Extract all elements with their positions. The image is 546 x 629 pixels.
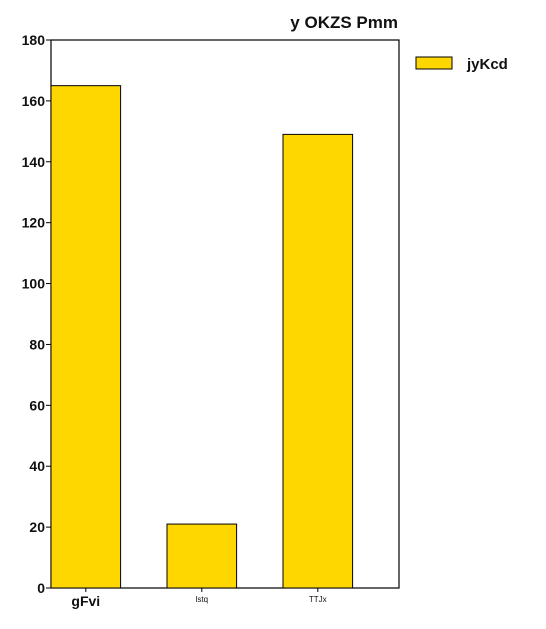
bars-layer bbox=[50, 85, 354, 589]
bar-gFvi bbox=[50, 85, 122, 589]
x-tick-label: lstq bbox=[196, 595, 208, 604]
legend-label: jyKcd bbox=[466, 56, 508, 73]
y-tick-label: 160 bbox=[22, 93, 46, 109]
legend-swatch bbox=[415, 56, 453, 70]
y-tick-label: 60 bbox=[29, 397, 45, 413]
y-tick-label: 180 bbox=[22, 32, 46, 48]
y-tick-label: 140 bbox=[22, 154, 46, 170]
x-tick-label: TTJx bbox=[309, 595, 327, 604]
y-axis-ticks: 0 20 40 60 80 100 120 140 160 180 bbox=[22, 32, 51, 596]
bar-TTJx bbox=[282, 133, 354, 589]
y-tick-label: 20 bbox=[29, 519, 45, 535]
y-tick-label: 80 bbox=[29, 336, 45, 352]
x-tick-label: gFvi bbox=[71, 593, 100, 609]
chart-title: y OKZS Pmm bbox=[290, 13, 398, 32]
y-tick-label: 100 bbox=[22, 276, 46, 292]
y-tick-label: 120 bbox=[22, 215, 46, 231]
legend: jyKcd bbox=[415, 56, 508, 73]
y-tick-label: 40 bbox=[29, 458, 45, 474]
x-axis-ticks: gFvi lstq TTJx bbox=[71, 588, 327, 609]
bar-lstq bbox=[166, 523, 238, 589]
y-tick-label: 0 bbox=[37, 580, 45, 596]
